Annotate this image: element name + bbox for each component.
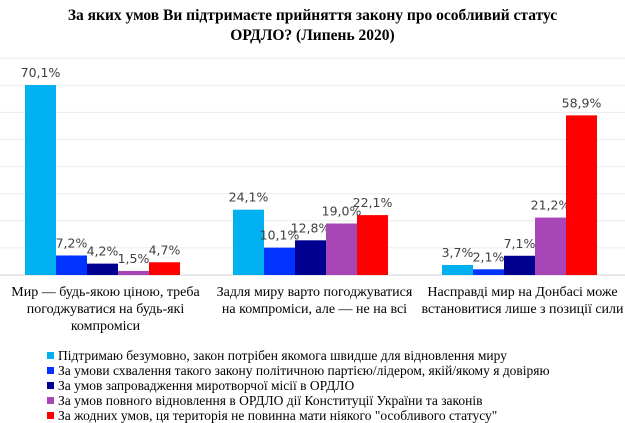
bar — [295, 240, 326, 275]
bar — [233, 209, 264, 275]
bar — [357, 215, 388, 275]
category-label: Насправді мир на Донбасі може встановити… — [421, 285, 624, 317]
data-label: 12,8% — [291, 220, 331, 235]
legend-item: За жодних умов, ця територія не повинна … — [47, 408, 550, 423]
legend-label: За жодних умов, ця територія не повинна … — [58, 408, 498, 423]
legend-label: За умови схвалення такого закону політич… — [58, 363, 550, 378]
legend-label: За умов повного відновлення в ОРДЛО дії … — [58, 393, 483, 408]
category-label: Задля миру варто погоджуватися на компро… — [216, 285, 413, 317]
legend-item: За умов запровадження миротворчої місії … — [47, 378, 550, 393]
data-label: 1,5% — [118, 251, 150, 266]
data-label: 58,9% — [562, 95, 602, 110]
bar — [326, 223, 357, 275]
legend: Підтримаю безумовно, закон потрібен яком… — [47, 348, 550, 423]
bar — [442, 264, 473, 275]
bar — [118, 270, 149, 275]
data-label: 4,7% — [149, 242, 181, 257]
legend-swatch — [47, 367, 54, 374]
data-label: 2,1% — [473, 249, 505, 264]
bar — [149, 262, 180, 275]
bar — [25, 85, 56, 276]
data-label: 22,1% — [353, 195, 393, 210]
data-label: 10,1% — [260, 228, 300, 243]
legend-label: Підтримаю безумовно, закон потрібен яком… — [58, 348, 507, 363]
data-label: 70,1% — [21, 65, 61, 80]
chart-title: За яких умов Ви підтримаєте прийняття за… — [0, 6, 625, 46]
data-label: 7,2% — [56, 235, 88, 250]
data-label: 19,0% — [322, 204, 362, 219]
data-label: 24,1% — [229, 190, 269, 205]
category-label: Мир — будь-якою ціною, треба погоджувати… — [11, 285, 200, 334]
legend-item: За умов повного відновлення в ОРДЛО дії … — [47, 393, 550, 408]
legend-swatch — [47, 412, 54, 419]
bar — [566, 115, 597, 275]
legend-swatch — [47, 352, 54, 359]
bar — [535, 217, 566, 275]
bar — [56, 255, 87, 275]
legend-item: Підтримаю безумовно, закон потрібен яком… — [47, 348, 550, 363]
title-line-1: За яких умов Ви підтримаєте прийняття за… — [67, 7, 558, 24]
legend-swatch — [47, 382, 54, 389]
data-label: 4,2% — [87, 244, 119, 259]
data-label: 7,1% — [504, 236, 536, 251]
title-line-2: ОРДЛО? (Липень 2020) — [230, 27, 395, 44]
legend-label: За умов запровадження миротворчої місії … — [58, 378, 355, 393]
bar — [264, 247, 295, 275]
data-label: 3,7% — [442, 245, 474, 260]
bar — [504, 255, 535, 275]
data-label: 21,2% — [531, 198, 571, 213]
bar-chart: 70,1% 24,1% 3,7% 7,2% 10,1% 2,1% 4,2% 12,8% 7,1%… — [0, 57, 625, 276]
legend-item: За умови схвалення такого закону політич… — [47, 363, 550, 378]
bar — [87, 263, 118, 275]
bar — [473, 269, 504, 275]
legend-swatch — [47, 397, 54, 404]
